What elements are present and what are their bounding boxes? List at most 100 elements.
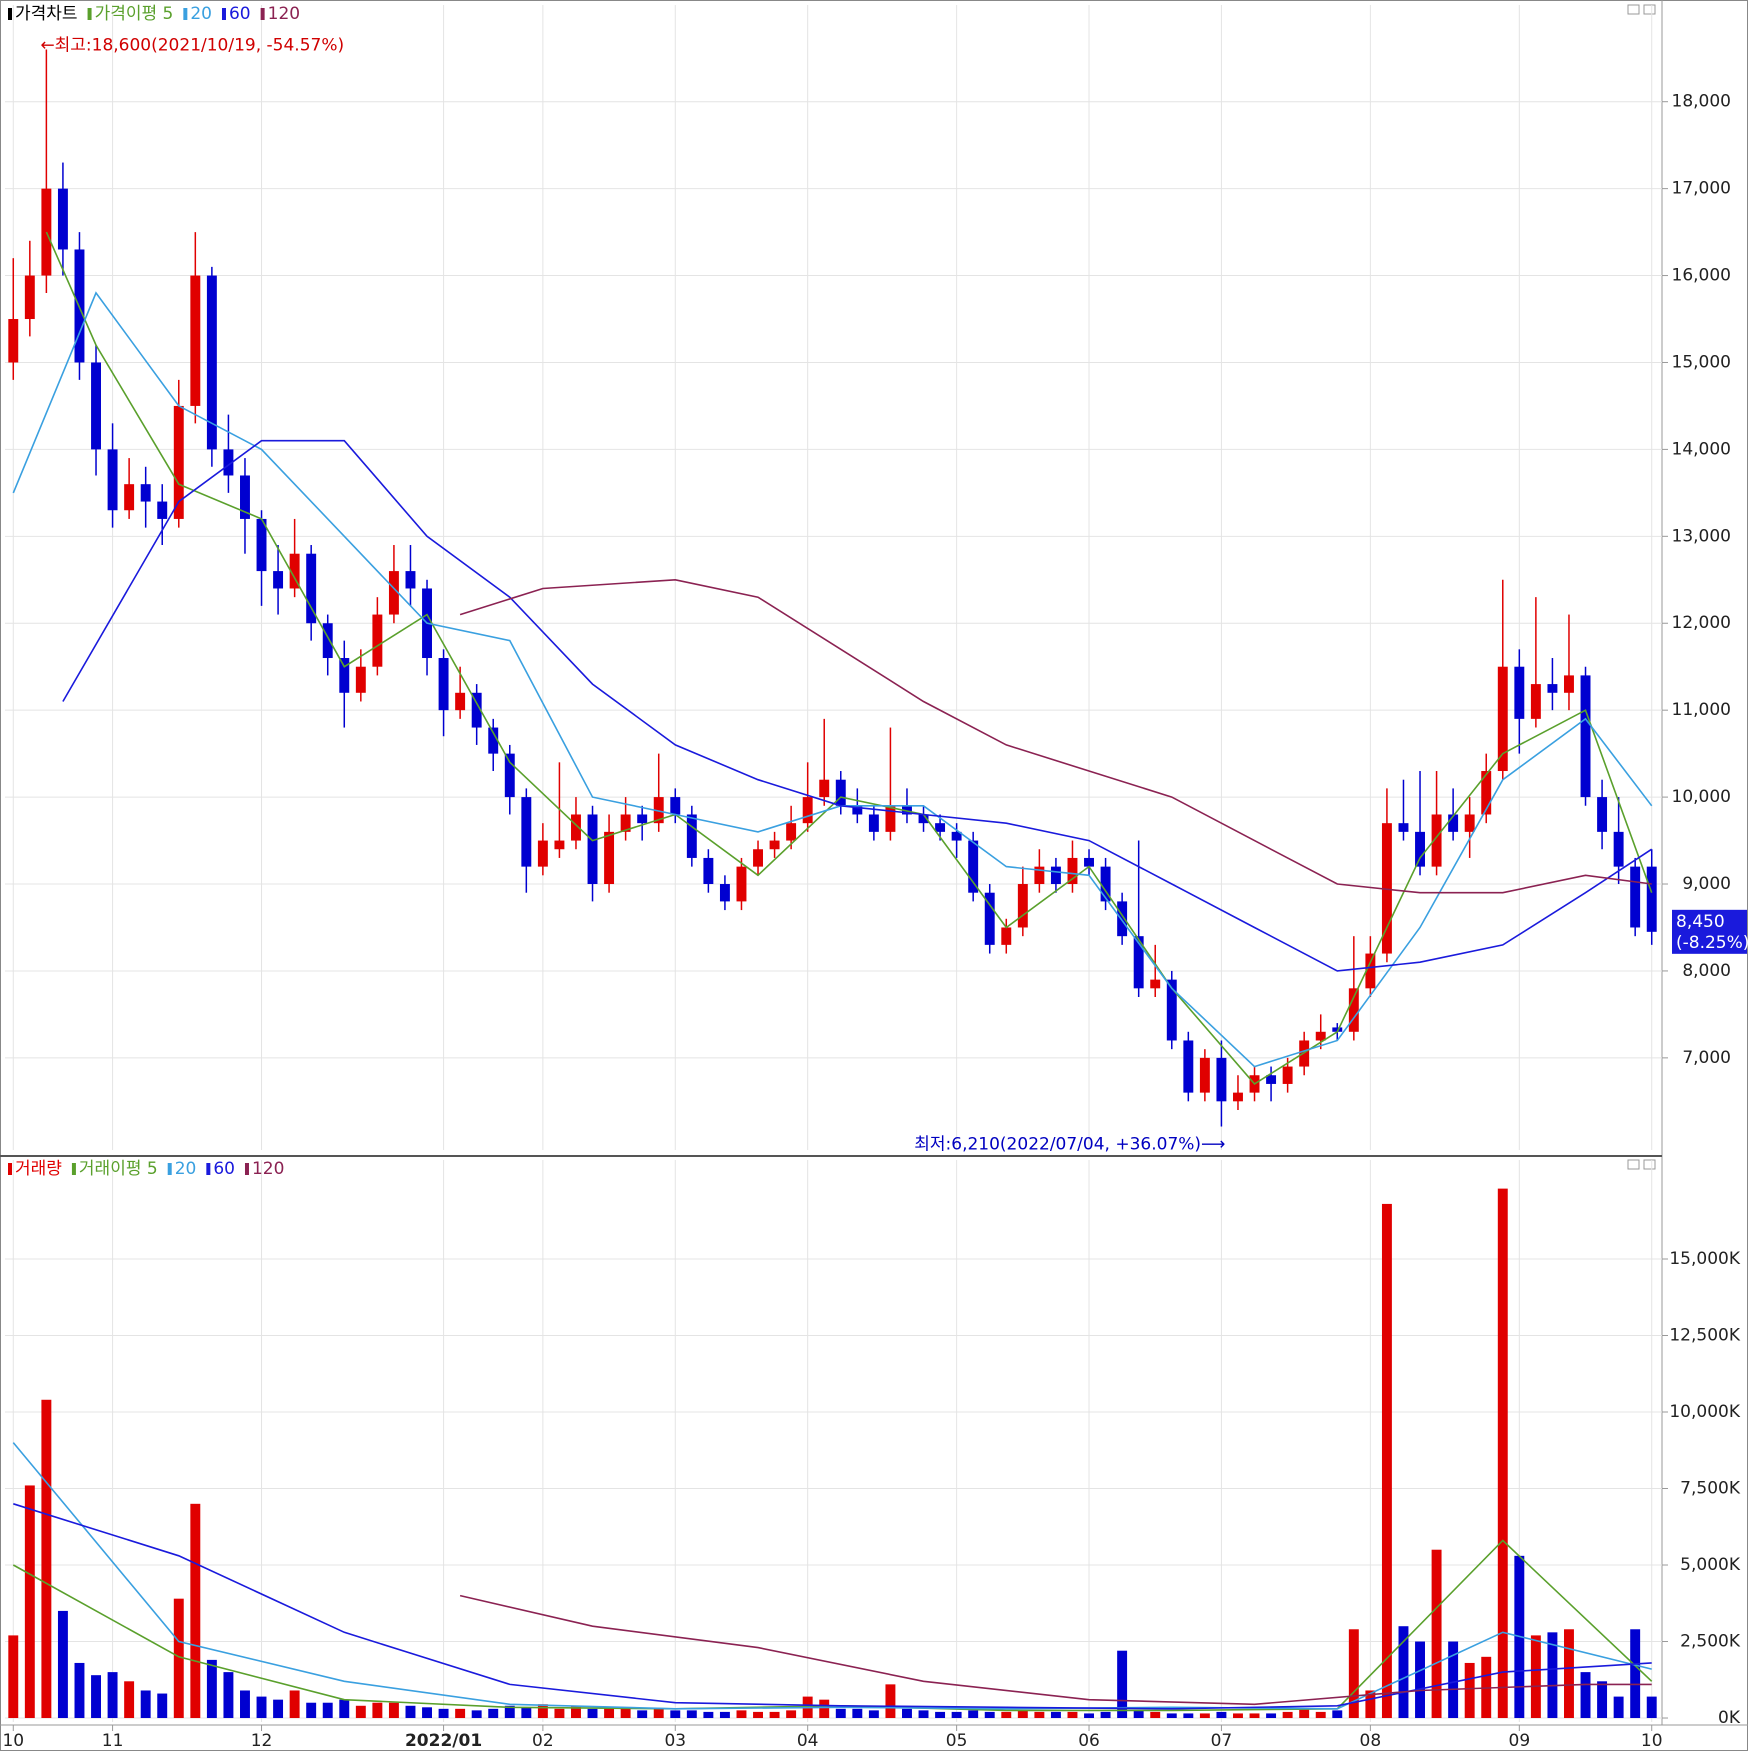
candle-body xyxy=(1365,953,1376,989)
volume-bar xyxy=(438,1708,449,1719)
candle-body xyxy=(1150,979,1161,989)
candle-body xyxy=(670,797,681,815)
volume-bar xyxy=(984,1711,995,1719)
legend-marker xyxy=(87,8,92,20)
moving-average xyxy=(12,1442,1652,1710)
volume-bar xyxy=(1497,1188,1508,1719)
candle-body xyxy=(1183,1040,1194,1093)
volume-bar xyxy=(240,1690,250,1719)
candle-body xyxy=(769,840,780,850)
y-tick-label: 15,000K xyxy=(1669,1249,1740,1269)
candle-body xyxy=(1034,866,1045,885)
volume-bar xyxy=(620,1708,631,1719)
x-tick-label: 02 xyxy=(532,1731,554,1751)
y-tick-label: 7,000 xyxy=(1682,1048,1731,1068)
volume-bar xyxy=(554,1708,565,1719)
current-price-box xyxy=(1672,909,1747,954)
volume-bar xyxy=(1001,1711,1012,1719)
candle-body xyxy=(951,831,962,841)
legend-label: 60 xyxy=(213,1159,235,1179)
legend-label: 거래량 xyxy=(15,1159,62,1179)
candle-body xyxy=(1315,1031,1326,1041)
candle-body xyxy=(786,823,797,841)
candle-body xyxy=(1597,797,1608,832)
volume-bar xyxy=(1183,1713,1194,1719)
volume-bar xyxy=(289,1690,300,1719)
legend-marker xyxy=(8,8,12,20)
legend-marker xyxy=(183,8,188,20)
volume-bar xyxy=(140,1690,151,1719)
candle-body xyxy=(1332,1027,1343,1032)
volume-bar xyxy=(306,1702,317,1719)
annotation: ←최고:18,600(2021/10/19, -54.57%) xyxy=(40,36,344,56)
candle-body xyxy=(1547,684,1558,693)
volume-bar xyxy=(1017,1710,1028,1719)
window-button[interactable] xyxy=(1627,4,1640,15)
volume-bar xyxy=(1448,1641,1459,1719)
y-tick-label: 11,000 xyxy=(1672,700,1731,720)
moving-average xyxy=(13,1503,1652,1710)
window-button[interactable] xyxy=(1627,1159,1640,1170)
candle-body xyxy=(322,623,333,659)
volume-bar xyxy=(8,1635,19,1719)
volume-bar xyxy=(471,1710,482,1719)
volume-bar xyxy=(355,1705,366,1719)
volume-bar xyxy=(1133,1710,1144,1719)
candle-body xyxy=(140,484,151,502)
candle-body xyxy=(1564,675,1574,693)
candle-body xyxy=(571,814,581,841)
candle-body xyxy=(1497,666,1508,772)
candle-body xyxy=(637,814,648,824)
volume-bar xyxy=(1630,1629,1641,1719)
volume-bar xyxy=(1150,1711,1161,1719)
volume-bar xyxy=(41,1399,52,1719)
volume-bar xyxy=(173,1598,184,1719)
volume-bar xyxy=(951,1711,962,1719)
volume-bar xyxy=(935,1711,946,1719)
candle-body xyxy=(753,849,763,867)
volume-bar xyxy=(1050,1711,1061,1719)
candle-body xyxy=(703,857,714,885)
candle-body xyxy=(488,727,499,754)
window-button[interactable] xyxy=(1643,1159,1656,1170)
legend-marker xyxy=(8,1163,12,1175)
candle-body xyxy=(620,814,631,832)
window-button[interactable] xyxy=(1643,4,1656,15)
volume-bar xyxy=(686,1710,697,1719)
y-tick-label: 14,000 xyxy=(1672,439,1731,459)
volume-bar xyxy=(124,1681,135,1719)
candle-body xyxy=(1133,936,1144,989)
y-tick-label: 12,000 xyxy=(1672,613,1731,633)
x-tick-label: 11 xyxy=(102,1731,124,1751)
volume-bar xyxy=(1332,1710,1343,1719)
volume-bar xyxy=(918,1710,929,1719)
legend-label: 가격차트 xyxy=(15,4,78,24)
candle-body xyxy=(1448,814,1459,832)
candle-body xyxy=(686,814,697,858)
y-tick-label: 2,500K xyxy=(1680,1632,1741,1652)
candle-body xyxy=(1100,866,1111,902)
y-tick-label: 15,000 xyxy=(1672,352,1731,372)
candle-body xyxy=(190,275,201,406)
candle-body xyxy=(1199,1057,1210,1093)
y-tick-label: 10,000K xyxy=(1669,1402,1740,1422)
candle-body xyxy=(1415,831,1425,867)
volume-bar xyxy=(1398,1626,1409,1719)
candle-body xyxy=(107,449,118,511)
legend-label: 20 xyxy=(175,1159,197,1179)
candle-body xyxy=(1514,666,1525,719)
candle-body xyxy=(206,275,217,450)
volume-bar xyxy=(488,1708,499,1719)
y-tick-label: 8,000 xyxy=(1682,961,1731,981)
candle-body xyxy=(1084,857,1094,867)
candle-body xyxy=(1001,927,1012,945)
legend-marker xyxy=(260,8,265,20)
legend-marker xyxy=(71,1163,76,1175)
volume-bar xyxy=(405,1705,416,1719)
y-tick-label: 0K xyxy=(1718,1708,1741,1728)
moving-average xyxy=(45,231,1653,1085)
candle-body xyxy=(1282,1066,1293,1084)
candle-body xyxy=(1630,866,1641,928)
